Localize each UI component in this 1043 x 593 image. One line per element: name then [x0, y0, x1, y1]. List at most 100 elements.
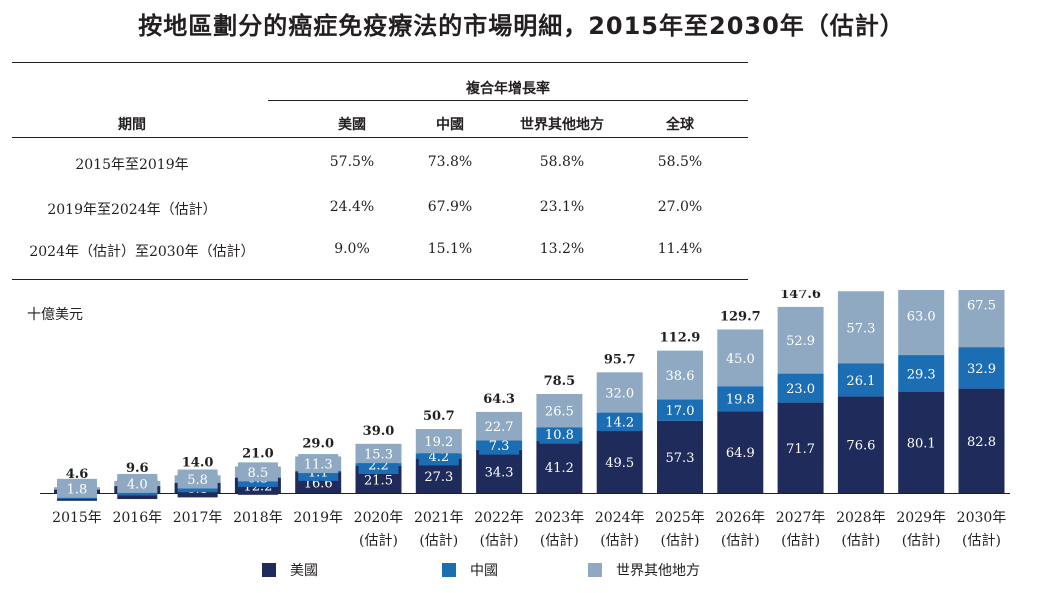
- data-label: 8.5: [248, 466, 269, 481]
- legend-swatch-china: [442, 563, 456, 577]
- legend-label-rest-of-world: 世界其他地方: [616, 563, 700, 579]
- data-label-box: [599, 383, 640, 403]
- data-label-box: [539, 457, 580, 477]
- x-tick-label: 2019年: [293, 510, 343, 526]
- x-tick-label: 2029年: [896, 510, 946, 526]
- data-label: 26.1: [846, 374, 875, 389]
- table-top-rule: [12, 62, 748, 63]
- data-label-box: [901, 433, 942, 453]
- data-label: 67.5: [967, 299, 996, 314]
- x-tick-label: 2021年: [414, 510, 464, 526]
- cell-rest-of-world: 58.8%: [539, 154, 585, 170]
- data-label: 17.0: [666, 404, 695, 419]
- legend-item-china: 中國: [442, 560, 498, 580]
- x-tick-sublabel: (估計): [721, 533, 760, 549]
- bar-stack: 27.3 4.219.2 50.7 2021年 (估計): [414, 409, 464, 549]
- x-tick-label: 2023年: [535, 510, 585, 526]
- data-label-box: [418, 431, 459, 451]
- data-label-box: [57, 478, 97, 498]
- data-label-box: [840, 435, 881, 455]
- data-label: 1.8: [67, 482, 88, 497]
- data-label-box: [539, 424, 580, 444]
- data-label: 19.8: [726, 393, 755, 408]
- data-label-box: [780, 330, 821, 350]
- cell-us: 57.5%: [329, 154, 375, 170]
- total-label: 29.0: [302, 436, 334, 451]
- x-tick-sublabel: (估計): [600, 533, 639, 549]
- data-label: 4.0: [127, 477, 148, 492]
- data-label: 57.3: [846, 321, 875, 336]
- x-tick-sublabel: (估計): [841, 533, 880, 549]
- data-label: 11.3: [304, 458, 333, 473]
- data-label-box: [358, 469, 399, 489]
- data-label-box: [720, 348, 761, 368]
- data-label-box: [780, 378, 821, 398]
- bar-stack: 57.3 17.0 38.6 112.9 2025年 (估計): [655, 331, 705, 549]
- data-label: 23.0: [786, 382, 815, 397]
- x-tick-label: 2027年: [776, 510, 826, 526]
- column-header-rule: [12, 137, 748, 138]
- bar-stack: 71.7 23.0 52.9 147.6 2027年 (估計): [776, 290, 826, 549]
- x-tick-sublabel: (估計): [962, 533, 1001, 549]
- data-label-box: [660, 447, 700, 467]
- x-tick-sublabel: (估計): [540, 533, 579, 549]
- cell-global: 27.0%: [657, 199, 703, 215]
- chart-legend: 美國 中國 世界其他地方: [0, 560, 1043, 582]
- cell-us: 9.0%: [334, 241, 370, 257]
- data-label: 80.1: [907, 437, 936, 452]
- stacked-bar-chart: 2.70.11.84.62015年5.50.14.09.62016年8.10.1…: [40, 290, 1010, 549]
- row-period: 2024年（估計）至2030年（估計）: [29, 244, 255, 260]
- x-tick-label: 2025年: [655, 510, 705, 526]
- total-label: 9.6: [126, 461, 149, 476]
- data-label: 15.3: [364, 447, 393, 462]
- data-label-box: [840, 317, 881, 337]
- data-label-box: [780, 438, 821, 458]
- data-label-box: [961, 295, 1002, 315]
- data-label: 26.5: [545, 405, 574, 420]
- total-label: 112.9: [660, 331, 701, 346]
- data-label-box: [599, 452, 640, 472]
- data-label-box: [599, 412, 640, 432]
- x-tick-sublabel: (估計): [661, 533, 700, 549]
- data-label: 45.0: [726, 352, 755, 367]
- data-label-box: [901, 364, 942, 384]
- data-label-box: [479, 416, 520, 436]
- total-label: 50.7: [423, 409, 455, 424]
- data-label: 38.6: [666, 369, 695, 384]
- total-label: 147.6: [780, 290, 821, 302]
- total-label: 21.0: [242, 447, 274, 462]
- x-tick-label: 2020年: [354, 510, 404, 526]
- data-label-box: [479, 461, 520, 481]
- data-label: 27.3: [424, 470, 453, 485]
- data-label: 21.5: [364, 473, 393, 488]
- data-label: 4.2: [428, 450, 449, 465]
- data-label: 49.5: [605, 456, 634, 471]
- x-tick-sublabel: (估計): [480, 533, 519, 549]
- x-tick-sublabel: (估計): [419, 533, 458, 549]
- bar-stack: 80.129.363.0172.42029年(估計): [896, 290, 946, 549]
- data-label: 7.3: [489, 439, 510, 454]
- table-bottom-rule: [12, 279, 748, 280]
- total-label: 14.0: [182, 455, 214, 470]
- data-label: 64.9: [726, 446, 755, 461]
- data-label-box: [177, 469, 218, 489]
- data-label-box: [418, 466, 459, 486]
- data-label-box: [961, 431, 1002, 451]
- data-label-box: [539, 401, 580, 421]
- total-label: 39.0: [363, 424, 395, 439]
- column-header-us: 美國: [338, 117, 366, 133]
- bar-stack: 41.2 10.8 26.5 78.5 2023年 (估計): [535, 374, 585, 549]
- x-tick-label: 2022年: [474, 510, 524, 526]
- data-label-box: [117, 473, 158, 493]
- data-label: 29.3: [907, 368, 936, 383]
- data-label-box: [358, 443, 399, 463]
- x-tick-label: 2017年: [173, 510, 223, 526]
- cagr-group-header: 複合年增長率: [466, 81, 550, 97]
- x-tick-label: 2030年: [957, 510, 1007, 526]
- x-tick-label: 2028年: [836, 510, 886, 526]
- cagr-table: 複合年增長率 期間 美國 中國 世界其他地方 全球 2015年至2019年 57…: [12, 62, 748, 280]
- cell-global: 11.4%: [657, 241, 703, 257]
